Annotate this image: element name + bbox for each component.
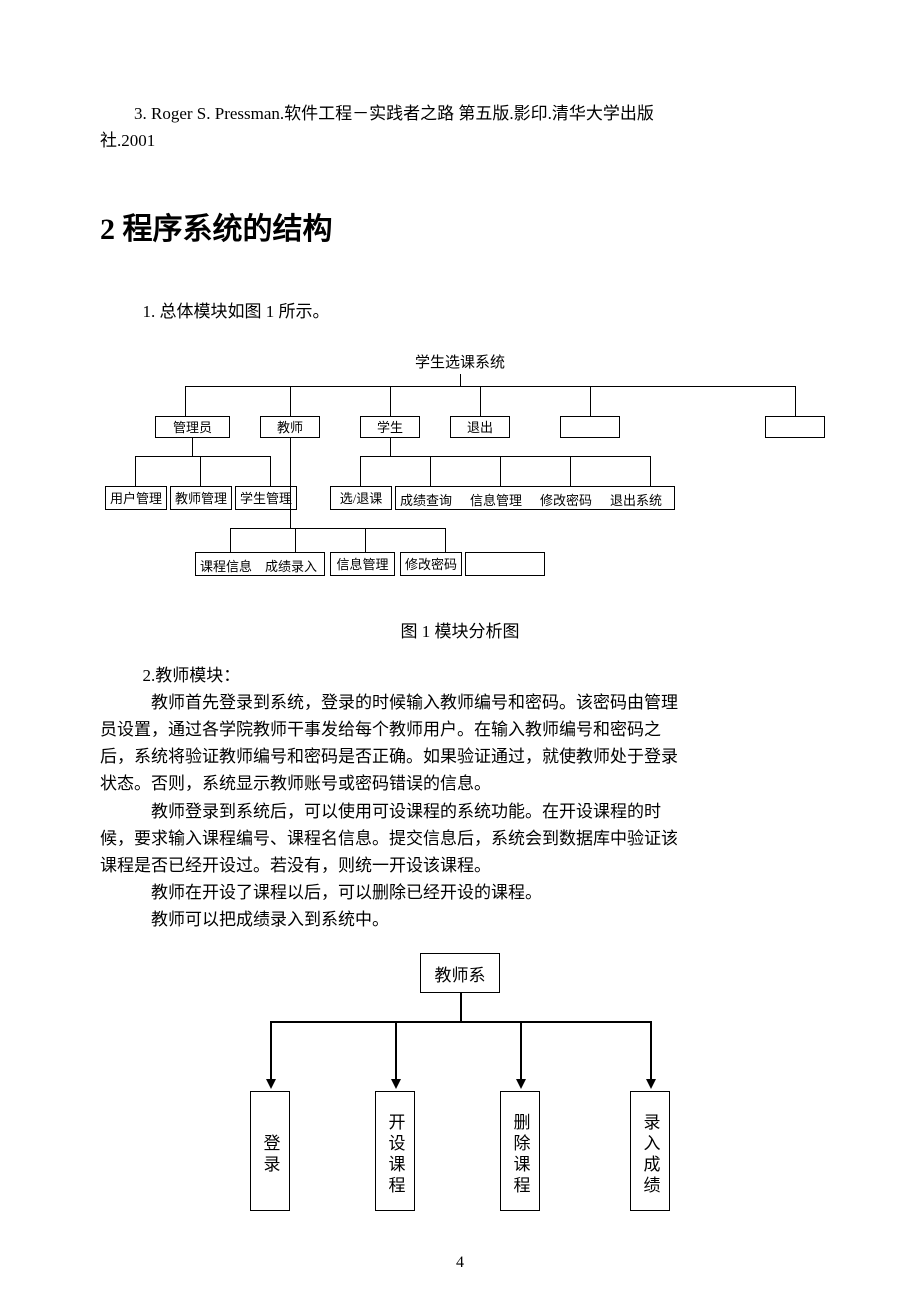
node-select-course: 选/退课 xyxy=(330,486,392,510)
node-label: 教师系 xyxy=(435,961,486,986)
node-label: 登录 xyxy=(258,1134,283,1176)
arrow-icon xyxy=(646,1079,656,1089)
node-label: 用户管理 xyxy=(110,488,162,507)
connector-line xyxy=(295,528,296,552)
diagram1-title: 学生选课系统 xyxy=(100,351,820,372)
intro-line: 1. 总体模块如图 1 所示。 xyxy=(100,298,820,325)
para2-line3: 课程是否已经开设过。若没有，则统一开设该课程。 xyxy=(100,852,820,879)
diagram1-caption: 图 1 模块分析图 xyxy=(100,617,820,642)
connector-line xyxy=(270,1021,650,1023)
connector-line xyxy=(185,386,186,416)
arrow-icon xyxy=(266,1079,276,1089)
page-number: 4 xyxy=(0,1254,920,1272)
node-create-course: 开设课程 xyxy=(375,1091,415,1211)
node-teacher-dept: 教师系 xyxy=(420,953,500,993)
reference-line-2: 社.2001 xyxy=(100,127,820,154)
connector-line xyxy=(460,993,462,1021)
document-page: 3. Roger S. Pressman.软件工程－实践者之路 第五版.影印.清… xyxy=(0,0,920,1302)
node-student: 学生 xyxy=(360,416,420,438)
node-label: 教师管理 xyxy=(175,488,227,507)
node-change-pwd-2: 修改密码 xyxy=(400,552,462,576)
section-heading: 2 程序系统的结构 xyxy=(100,204,820,248)
connector-line xyxy=(270,1021,272,1081)
node-teacher-mgmt: 教师管理 xyxy=(170,486,232,510)
para2-line2: 候，要求输入课程编号、课程名信息。提交信息后，系统会到数据库中验证该 xyxy=(100,825,820,852)
para4: 教师可以把成绩录入到系统中。 xyxy=(100,906,820,933)
connector-line xyxy=(390,438,391,456)
connector-line xyxy=(365,528,366,552)
node-empty-2 xyxy=(765,416,825,438)
node-empty-1 xyxy=(560,416,620,438)
para3: 教师在开设了课程以后，可以删除已经开设的课程。 xyxy=(100,879,820,906)
connector-line xyxy=(445,528,446,552)
para1-line4: 状态。否则，系统显示教师账号或密码错误的信息。 xyxy=(100,770,820,797)
teacher-module-diagram: 教师系 登录 开设课程 删除课程 录入成绩 xyxy=(220,953,700,1233)
node-label: 信息管理 xyxy=(336,554,388,573)
node-empty-3 xyxy=(465,552,545,576)
connector-line xyxy=(480,386,481,416)
connector-line xyxy=(230,528,445,529)
connector-line xyxy=(290,386,291,416)
connector-line xyxy=(590,386,591,416)
node-label: 管理员 xyxy=(173,417,212,436)
module-diagram: 管理员 教师 学生 退出 用户管理 教师管理 学生管理 选/退课 成绩查询 信息… xyxy=(100,382,820,612)
node-info-mgmt-2: 信息管理 xyxy=(330,552,395,576)
para1-line3: 后，系统将验证教师编号和密码是否正确。如果验证通过，就使教师处于登录 xyxy=(100,743,820,770)
node-teacher: 教师 xyxy=(260,416,320,438)
connector-line xyxy=(290,438,291,528)
connector-line xyxy=(650,456,651,486)
node-label: 教师 xyxy=(277,417,303,436)
para1-line2: 员设置，通过各学院教师干事发给每个教师用户。在输入教师编号和密码之 xyxy=(100,716,820,743)
node-label: 学生 xyxy=(377,417,403,436)
connector-line xyxy=(500,456,501,486)
arrow-icon xyxy=(516,1079,526,1089)
connector-line xyxy=(135,456,270,457)
node-exit: 退出 xyxy=(450,416,510,438)
connector-line xyxy=(200,456,201,486)
connector-line xyxy=(795,386,796,416)
node-exit-sys: 退出系统 xyxy=(610,490,662,509)
connector-line xyxy=(185,386,795,387)
node-delete-course: 删除课程 xyxy=(500,1091,540,1211)
connector-line xyxy=(430,456,431,486)
para1-line1: 教师首先登录到系统，登录的时候输入教师编号和密码。该密码由管理 xyxy=(100,689,820,716)
connector-line xyxy=(570,456,571,486)
node-label: 学生管理 xyxy=(240,488,292,507)
connector-line xyxy=(395,1021,397,1081)
reference-line-1: 3. Roger S. Pressman.软件工程－实践者之路 第五版.影印.清… xyxy=(100,100,820,127)
node-login: 登录 xyxy=(250,1091,290,1211)
connector-line xyxy=(460,374,461,386)
para2-line1: 教师登录到系统后，可以使用可设课程的系统功能。在开设课程的时 xyxy=(100,798,820,825)
connector-line xyxy=(135,456,136,486)
node-label: 退出 xyxy=(467,417,493,436)
arrow-icon xyxy=(391,1079,401,1089)
node-label: 修改密码 xyxy=(405,554,457,573)
node-grade-query: 成绩查询 xyxy=(400,490,452,509)
connector-line xyxy=(650,1021,652,1081)
connector-line xyxy=(520,1021,522,1081)
node-user-mgmt: 用户管理 xyxy=(105,486,167,510)
node-grade-input: 成绩录入 xyxy=(265,556,317,575)
node-change-pwd: 修改密码 xyxy=(540,490,592,509)
section2-title: 2.教师模块： xyxy=(100,662,820,689)
node-admin: 管理员 xyxy=(155,416,230,438)
node-input-grades: 录入成绩 xyxy=(630,1091,670,1211)
connector-line xyxy=(270,456,271,486)
node-label: 删除课程 xyxy=(508,1113,533,1197)
connector-line xyxy=(360,456,650,457)
connector-line xyxy=(230,528,231,552)
node-label: 选/退课 xyxy=(340,488,383,507)
connector-line xyxy=(360,456,361,486)
node-info-mgmt: 信息管理 xyxy=(470,490,522,509)
connector-line xyxy=(390,386,391,416)
connector-line xyxy=(192,438,193,456)
node-student-mgmt: 学生管理 xyxy=(235,486,297,510)
node-label: 录入成绩 xyxy=(638,1113,663,1197)
node-label: 开设课程 xyxy=(383,1113,408,1197)
node-course-info: 课程信息 xyxy=(200,556,252,575)
